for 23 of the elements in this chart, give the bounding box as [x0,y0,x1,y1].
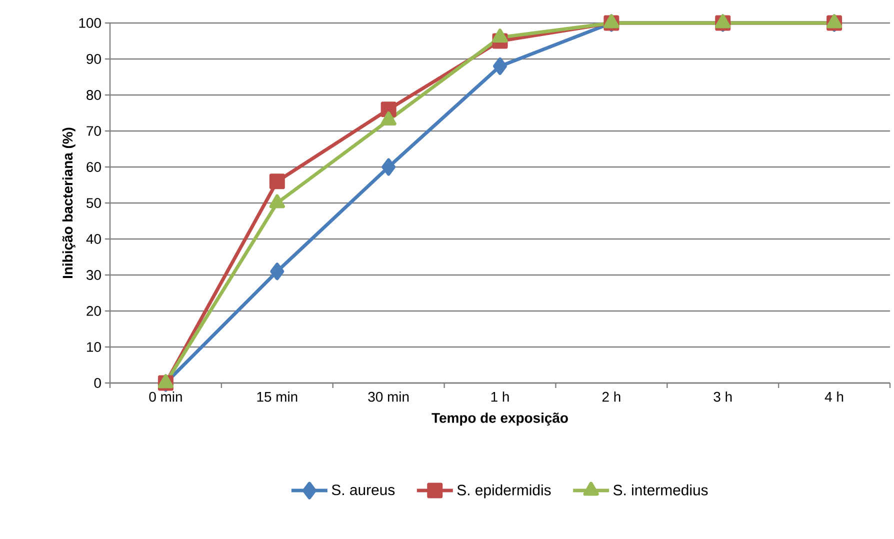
legend-label: S. epidermidis [457,484,551,498]
y-tick-label: 30 [86,270,101,280]
legend-label: S. intermedius [613,484,708,496]
y-tick-label: 0 [94,378,101,388]
x-axis-title: Tempo de exposição [432,412,568,426]
y-axis-title: Inibição bacteriana (%) [62,128,76,278]
y-tick-label: 60 [86,162,101,172]
y-tick-label: 40 [86,234,101,244]
y-tick-label: 80 [86,90,101,100]
x-tick-label: 15 min [257,392,298,402]
legend-label: S. aureus [332,484,395,496]
y-tick-label: 100 [79,18,101,28]
y-tick-label: 50 [86,198,101,208]
y-tick-label: 10 [87,342,101,352]
y-tick-label: 20 [86,306,101,316]
y-tick-label: 90 [86,54,101,64]
x-tick-label: 1 h [491,392,509,402]
x-tick-label: 4 h [824,392,844,402]
x-tick-label: 3 h [714,392,732,402]
x-tick-label: 2 h [602,392,620,402]
x-tick-label: 0 min [149,392,182,402]
x-tick-label: 30 min [368,392,409,402]
y-tick-label: 70 [86,126,101,136]
